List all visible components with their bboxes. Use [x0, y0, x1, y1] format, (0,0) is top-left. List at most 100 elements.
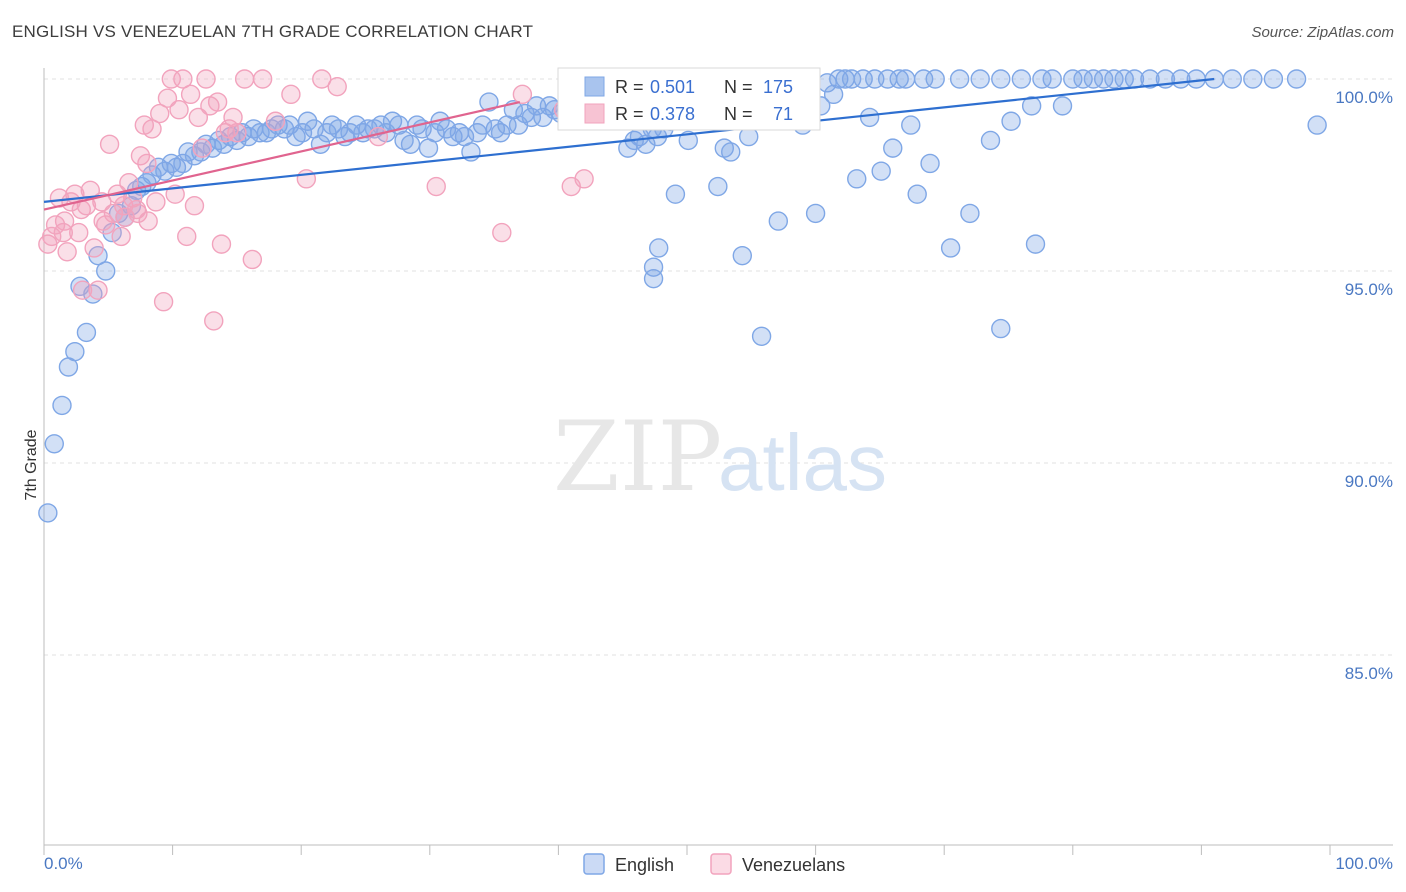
point-english-51	[346, 115, 367, 135]
y-tick-label-0: 100.0%	[1335, 88, 1393, 107]
point-english-161	[1073, 69, 1093, 89]
chart-title: ENGLISH VS VENEZUELAN 7TH GRADE CORRELAT…	[12, 22, 534, 41]
point-venezuelans-16	[99, 134, 120, 154]
point-english-121	[768, 211, 789, 231]
point-venezuelans-33	[165, 184, 185, 204]
point-venezuelans-35	[173, 69, 193, 89]
point-english-140	[883, 138, 903, 158]
point-english-175	[1286, 69, 1307, 89]
point-venezuelans-31	[157, 88, 178, 108]
point-english-64	[425, 123, 445, 143]
point-english-4	[65, 341, 85, 362]
trend-line-venezuelans	[43, 100, 521, 211]
stats-n-label-venezuelans: N =	[724, 104, 753, 124]
point-english-27	[202, 138, 223, 158]
trend-lines	[43, 77, 1215, 211]
point-venezuelans-51	[242, 249, 263, 270]
point-venezuelans-41	[196, 69, 216, 89]
gridlines	[44, 78, 1393, 656]
point-english-111	[708, 176, 728, 197]
point-english-9	[96, 261, 116, 281]
y-tick-label-1: 95.0%	[1345, 280, 1393, 299]
point-venezuelans-55	[296, 169, 317, 189]
point-english-163	[1093, 69, 1114, 89]
point-venezuelans-69	[128, 203, 148, 224]
point-venezuelans-38	[184, 196, 205, 216]
point-venezuelans-5	[57, 242, 77, 262]
point-english-134	[847, 169, 867, 189]
point-english-174	[1263, 69, 1284, 89]
point-english-48	[328, 119, 349, 139]
point-venezuelans-40	[192, 138, 212, 158]
point-english-143	[901, 115, 921, 135]
point-english-104	[665, 184, 686, 204]
stats-n-value-english: 175	[763, 77, 793, 97]
y-tick-label-3: 85.0%	[1345, 664, 1393, 683]
point-english-153	[991, 69, 1011, 89]
point-english-156	[1021, 96, 1042, 116]
point-english-96	[618, 138, 638, 158]
stats-r-value-english: 0.501	[650, 77, 695, 97]
stats-r-label-english: R =	[615, 77, 644, 97]
point-english-158	[1042, 69, 1062, 89]
point-venezuelans-56	[312, 69, 332, 89]
point-venezuelans-19	[111, 226, 131, 247]
stats-swatch-venezuelans	[584, 103, 605, 124]
trend-line-english	[43, 77, 1215, 203]
point-english-170	[1186, 69, 1206, 89]
point-venezuelans-67	[93, 211, 113, 231]
legend-label-venezuelans: Venezuelans	[742, 855, 845, 875]
point-venezuelans-49	[227, 123, 247, 143]
point-venezuelans-44	[207, 92, 228, 112]
point-english-1	[44, 434, 64, 454]
point-venezuelans-43	[204, 311, 224, 331]
point-english-150	[960, 203, 980, 224]
point-venezuelans-28	[146, 192, 166, 212]
point-english-0	[38, 503, 58, 523]
point-english-147	[925, 69, 945, 89]
point-english-160	[1063, 69, 1083, 89]
point-venezuelans-12	[84, 238, 104, 258]
point-venezuelans-52	[252, 69, 273, 89]
point-english-106	[678, 130, 698, 151]
point-venezuelans-45	[211, 234, 232, 254]
stats-n-value-venezuelans: 71	[773, 104, 793, 124]
point-english-181	[991, 318, 1011, 339]
watermark-zip: ZIP	[553, 401, 722, 513]
point-english-162	[1083, 69, 1104, 89]
point-venezuelans-30	[153, 292, 174, 312]
point-english-6	[76, 322, 97, 343]
point-english-159	[1052, 96, 1073, 116]
stats-r-value-venezuelans: 0.378	[650, 104, 695, 124]
point-venezuelans-58	[368, 126, 389, 147]
legend: English Venezuelans	[583, 853, 845, 875]
point-venezuelans-37	[180, 84, 201, 105]
point-venezuelans-70	[137, 153, 157, 174]
point-venezuelans-50	[234, 69, 255, 89]
point-venezuelans-24	[130, 146, 151, 166]
point-venezuelans-60	[492, 222, 512, 243]
point-english-75	[490, 123, 511, 143]
point-venezuelans-65	[54, 211, 75, 231]
axes	[43, 68, 1393, 855]
point-english-184	[643, 268, 664, 289]
stats-n-label-english: N =	[724, 77, 753, 97]
y-axis-label: 7th Grade	[23, 429, 40, 500]
point-english-146	[920, 153, 940, 174]
x-tick-label-right: 100.0%	[1335, 854, 1393, 873]
point-english-82	[533, 107, 553, 128]
x-tick-label-left: 0.0%	[44, 854, 83, 873]
point-english-164	[1104, 69, 1124, 89]
legend-swatch-english	[583, 853, 605, 875]
point-english-172	[1222, 69, 1242, 89]
point-venezuelans-54	[281, 84, 301, 105]
stats-swatch-english	[584, 76, 605, 97]
stats-r-label-venezuelans: R =	[615, 104, 644, 124]
point-english-152	[980, 130, 1001, 151]
point-venezuelans-48	[223, 107, 243, 128]
point-english-43	[297, 111, 318, 131]
point-venezuelans-9	[72, 280, 93, 300]
point-english-113	[721, 142, 741, 162]
point-venezuelans-34	[169, 100, 189, 120]
